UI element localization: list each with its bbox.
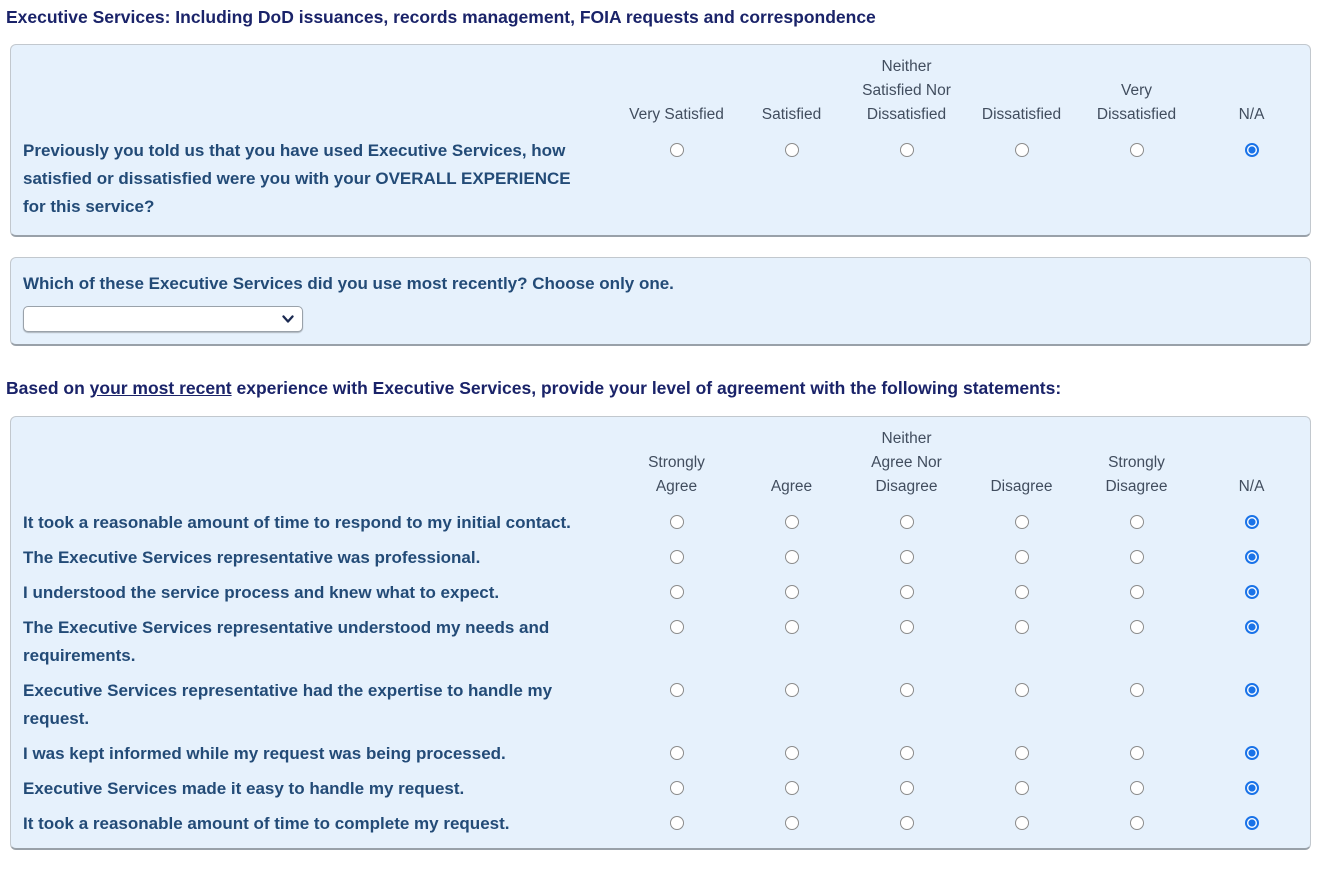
- radio-strongly-disagree[interactable]: [1129, 620, 1144, 634]
- statement-row-5: Executive Services representative had th…: [11, 677, 1310, 733]
- column-header-na: N/A: [1238, 478, 1265, 495]
- agreement-header-row: Strongly Agree Agree Neither Agree Nor D…: [11, 417, 1310, 509]
- statement-text: It took a reasonable amount of time to c…: [23, 814, 510, 833]
- radio-disagree[interactable]: [1014, 746, 1029, 760]
- statement-row-1: It took a reasonable amount of time to r…: [11, 509, 1310, 537]
- radio-agree[interactable]: [784, 683, 799, 697]
- radio-strongly-disagree[interactable]: [1129, 781, 1144, 795]
- radio-neither-agree[interactable]: [899, 746, 914, 760]
- radio-na[interactable]: [1244, 816, 1259, 830]
- radio-disagree[interactable]: [1014, 781, 1029, 795]
- radio-neither-agree[interactable]: [899, 816, 914, 830]
- column-header-disagree: Disagree: [990, 478, 1053, 495]
- column-header-very-dissatisfied: Very Dissatisfied: [1096, 82, 1177, 123]
- radio-strongly-agree[interactable]: [669, 515, 684, 529]
- recent-service-question: Which of these Executive Services did yo…: [23, 274, 674, 293]
- statement-row-4: The Executive Services representative un…: [11, 614, 1310, 670]
- statement-text: I understood the service process and kne…: [23, 583, 500, 602]
- radio-very-satisfied[interactable]: [669, 143, 684, 157]
- radio-strongly-agree[interactable]: [669, 550, 684, 564]
- recent-service-select[interactable]: [23, 306, 303, 332]
- column-header-dissatisfied: Dissatisfied: [981, 106, 1062, 123]
- radio-neither-agree[interactable]: [899, 683, 914, 697]
- radio-agree[interactable]: [784, 781, 799, 795]
- radio-na[interactable]: [1244, 585, 1259, 599]
- satisfaction-header-row: Very Satisfied Satisfied Neither Satisfi…: [11, 45, 1310, 137]
- radio-disagree[interactable]: [1014, 816, 1029, 830]
- statement-text: The Executive Services representative wa…: [23, 548, 481, 567]
- radio-neither-satisfied[interactable]: [899, 143, 914, 157]
- radio-neither-agree[interactable]: [899, 620, 914, 634]
- column-header-very-satisfied: Very Satisfied: [629, 106, 724, 123]
- satisfaction-panel: Very Satisfied Satisfied Neither Satisfi…: [10, 44, 1311, 237]
- radio-disagree[interactable]: [1014, 550, 1029, 564]
- radio-strongly-agree[interactable]: [669, 683, 684, 697]
- column-header-strongly-disagree: Strongly Disagree: [1105, 454, 1168, 495]
- statement-row-8: It took a reasonable amount of time to c…: [11, 810, 1310, 838]
- radio-na[interactable]: [1244, 550, 1259, 564]
- radio-strongly-agree[interactable]: [669, 620, 684, 634]
- page-title: Executive Services: Including DoD issuan…: [6, 7, 876, 27]
- radio-neither-agree[interactable]: [899, 515, 914, 529]
- radio-strongly-agree[interactable]: [669, 781, 684, 795]
- radio-neither-agree[interactable]: [899, 585, 914, 599]
- column-header-neither-agree: Neither Agree Nor Disagree: [871, 430, 942, 495]
- satisfaction-question: Previously you told us that you have use…: [23, 141, 571, 216]
- empty-header-cell: [23, 55, 619, 127]
- radio-disagree[interactable]: [1014, 683, 1029, 697]
- statement-row-3: I understood the service process and kne…: [11, 579, 1310, 607]
- radio-neither-agree[interactable]: [899, 781, 914, 795]
- radio-na[interactable]: [1244, 143, 1259, 157]
- radio-disagree[interactable]: [1014, 585, 1029, 599]
- radio-agree[interactable]: [784, 620, 799, 634]
- radio-agree[interactable]: [784, 515, 799, 529]
- statement-text: It took a reasonable amount of time to r…: [23, 513, 571, 532]
- statement-text: Executive Services representative had th…: [23, 681, 553, 728]
- radio-strongly-disagree[interactable]: [1129, 585, 1144, 599]
- radio-strongly-disagree[interactable]: [1129, 816, 1144, 830]
- empty-header-cell: [23, 427, 619, 499]
- statement-row-2: The Executive Services representative wa…: [11, 544, 1310, 572]
- column-header-na: N/A: [1238, 106, 1265, 123]
- chevron-down-icon: [282, 315, 294, 323]
- radio-agree[interactable]: [784, 816, 799, 830]
- radio-agree[interactable]: [784, 585, 799, 599]
- agreement-panel: Strongly Agree Agree Neither Agree Nor D…: [10, 416, 1311, 850]
- radio-na[interactable]: [1244, 515, 1259, 529]
- radio-strongly-agree[interactable]: [669, 816, 684, 830]
- radio-strongly-agree[interactable]: [669, 585, 684, 599]
- agreement-section-heading: Based on your most recent experience wit…: [6, 378, 1062, 398]
- recent-service-panel: Which of these Executive Services did yo…: [10, 257, 1311, 346]
- column-header-agree: Agree: [770, 478, 813, 495]
- radio-neither-agree[interactable]: [899, 550, 914, 564]
- agreement-rows: It took a reasonable amount of time to r…: [11, 509, 1310, 848]
- radio-na[interactable]: [1244, 746, 1259, 760]
- column-header-satisfied: Satisfied: [761, 106, 822, 123]
- radio-disagree[interactable]: [1014, 515, 1029, 529]
- statement-text: Executive Services made it easy to handl…: [23, 779, 465, 798]
- satisfaction-question-row: Previously you told us that you have use…: [11, 137, 1310, 235]
- statement-text: The Executive Services representative un…: [23, 618, 550, 665]
- radio-strongly-disagree[interactable]: [1129, 550, 1144, 564]
- radio-satisfied[interactable]: [784, 143, 799, 157]
- radio-dissatisfied[interactable]: [1014, 143, 1029, 157]
- radio-agree[interactable]: [784, 550, 799, 564]
- statement-row-7: Executive Services made it easy to handl…: [11, 775, 1310, 803]
- column-header-strongly-agree: Strongly Agree: [648, 454, 705, 495]
- statement-row-6: I was kept informed while my request was…: [11, 740, 1310, 768]
- radio-strongly-disagree[interactable]: [1129, 515, 1144, 529]
- statement-text: I was kept informed while my request was…: [23, 744, 506, 763]
- radio-agree[interactable]: [784, 746, 799, 760]
- radio-strongly-disagree[interactable]: [1129, 683, 1144, 697]
- radio-strongly-disagree[interactable]: [1129, 746, 1144, 760]
- radio-na[interactable]: [1244, 620, 1259, 634]
- radio-na[interactable]: [1244, 781, 1259, 795]
- radio-na[interactable]: [1244, 683, 1259, 697]
- radio-very-dissatisfied[interactable]: [1129, 143, 1144, 157]
- column-header-neither-satisfied: Neither Satisfied Nor Dissatisfied: [862, 58, 951, 123]
- radio-disagree[interactable]: [1014, 620, 1029, 634]
- radio-strongly-agree[interactable]: [669, 746, 684, 760]
